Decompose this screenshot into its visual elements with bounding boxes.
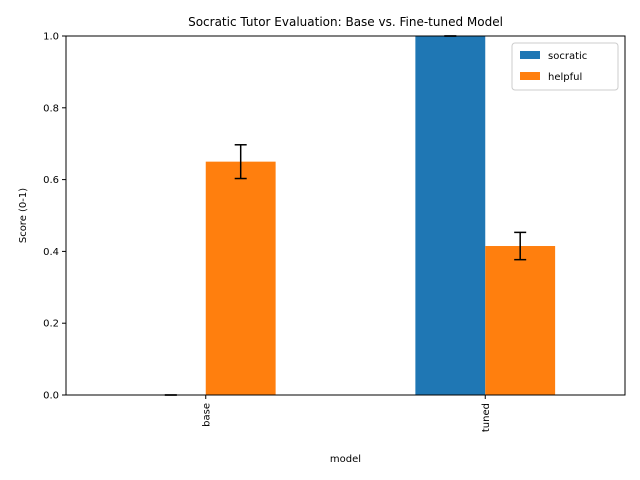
- legend-swatch-socratic: [520, 51, 540, 59]
- x-tick-label: tuned: [481, 403, 492, 432]
- x-axis: base tuned: [201, 395, 492, 432]
- bar-helpful-tuned: [485, 246, 556, 395]
- y-axis-label: Score (0-1): [18, 188, 29, 243]
- error-bar-helpful-tuned: [514, 231, 527, 261]
- plot-area: [65, 35, 626, 396]
- bar-socratic-tuned: [415, 36, 486, 395]
- legend-label-helpful: helpful: [548, 72, 582, 83]
- error-bar-helpful-base: [234, 144, 247, 180]
- y-tick-label: 0.6: [43, 175, 59, 186]
- y-tick-label: 0.2: [43, 319, 59, 330]
- y-axis: 0.0 0.2 0.4 0.6 0.8 1.0: [43, 32, 66, 402]
- y-tick-label: 0.8: [43, 103, 59, 114]
- legend: socratic helpful: [511, 42, 619, 91]
- x-axis-label: model: [330, 454, 361, 465]
- y-tick-label: 0.0: [43, 391, 59, 402]
- y-tick-label: 1.0: [43, 32, 59, 43]
- y-tick-label: 0.4: [43, 247, 59, 258]
- bar-helpful-base: [205, 161, 276, 395]
- legend-label-socratic: socratic: [548, 51, 587, 62]
- x-tick-label: base: [201, 403, 212, 427]
- legend-swatch-helpful: [520, 72, 540, 80]
- chart-title: Socratic Tutor Evaluation: Base vs. Fine…: [188, 15, 503, 29]
- plot-frame: [65, 35, 626, 396]
